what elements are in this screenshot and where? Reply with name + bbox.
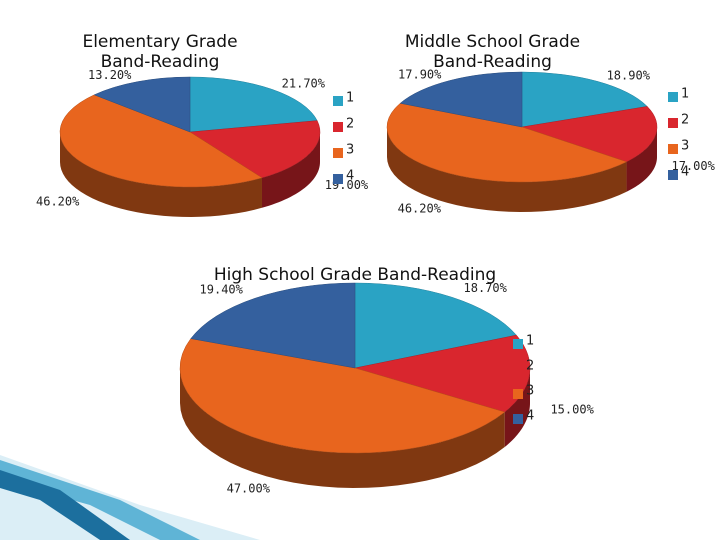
legend-label: 1 [346,91,354,106]
legend-swatch [513,389,523,399]
legend-swatch [668,144,678,154]
legend-swatch [333,174,343,184]
slice [521,106,658,163]
legend-swatch [513,339,523,349]
data-label: 46.20% [398,202,442,216]
data-label: 18.90% [607,68,651,82]
legend-swatch [333,96,343,106]
legend-label: 4 [346,169,354,184]
slice [399,71,523,128]
legend-label: 3 [346,143,354,158]
slice-side [504,368,530,448]
legend-swatch [668,170,678,180]
legend-label: 3 [526,384,534,399]
slice [93,76,191,133]
data-label: 19.40% [200,282,244,296]
slice-side [387,127,627,212]
legend-label: 4 [526,409,534,424]
legend-swatch [333,148,343,158]
slice [189,76,318,133]
data-label: 17.00% [671,159,715,173]
slice-side [261,132,320,208]
slice [59,94,263,188]
slice [179,338,506,454]
legend-swatch [513,414,523,424]
legend-label: 3 [681,139,689,154]
legend-swatch [513,364,523,374]
data-label: 18.70% [464,281,508,295]
legend-label: 2 [346,117,354,132]
legend-swatch [668,92,678,102]
slice [386,103,628,183]
slice-side [626,127,657,192]
slice-side [60,132,262,217]
legend-swatch [333,122,343,132]
data-label: 15.00% [550,403,594,417]
data-label: 46.20% [36,195,80,209]
slice-side [180,368,505,488]
slice [189,120,321,179]
data-label: 13.20% [88,68,132,82]
slice [521,71,648,128]
legend-swatch [668,118,678,128]
legend-label: 2 [681,113,689,128]
data-label: 17.90% [398,67,442,81]
decoration [0,455,260,540]
slice [190,282,356,369]
legend-label: 2 [526,359,534,374]
chart-title: Elementary Grade Band-Reading [82,32,238,72]
legend-label: 1 [681,87,689,102]
data-label: 47.00% [227,481,271,495]
chart-title: Middle School Grade Band-Reading [404,32,581,72]
slice [354,282,517,369]
legend-label: 1 [526,334,534,349]
legend-label: 4 [681,165,689,180]
chart-title: High School Grade Band-Reading [213,265,497,285]
data-label: 21.70% [282,77,326,91]
